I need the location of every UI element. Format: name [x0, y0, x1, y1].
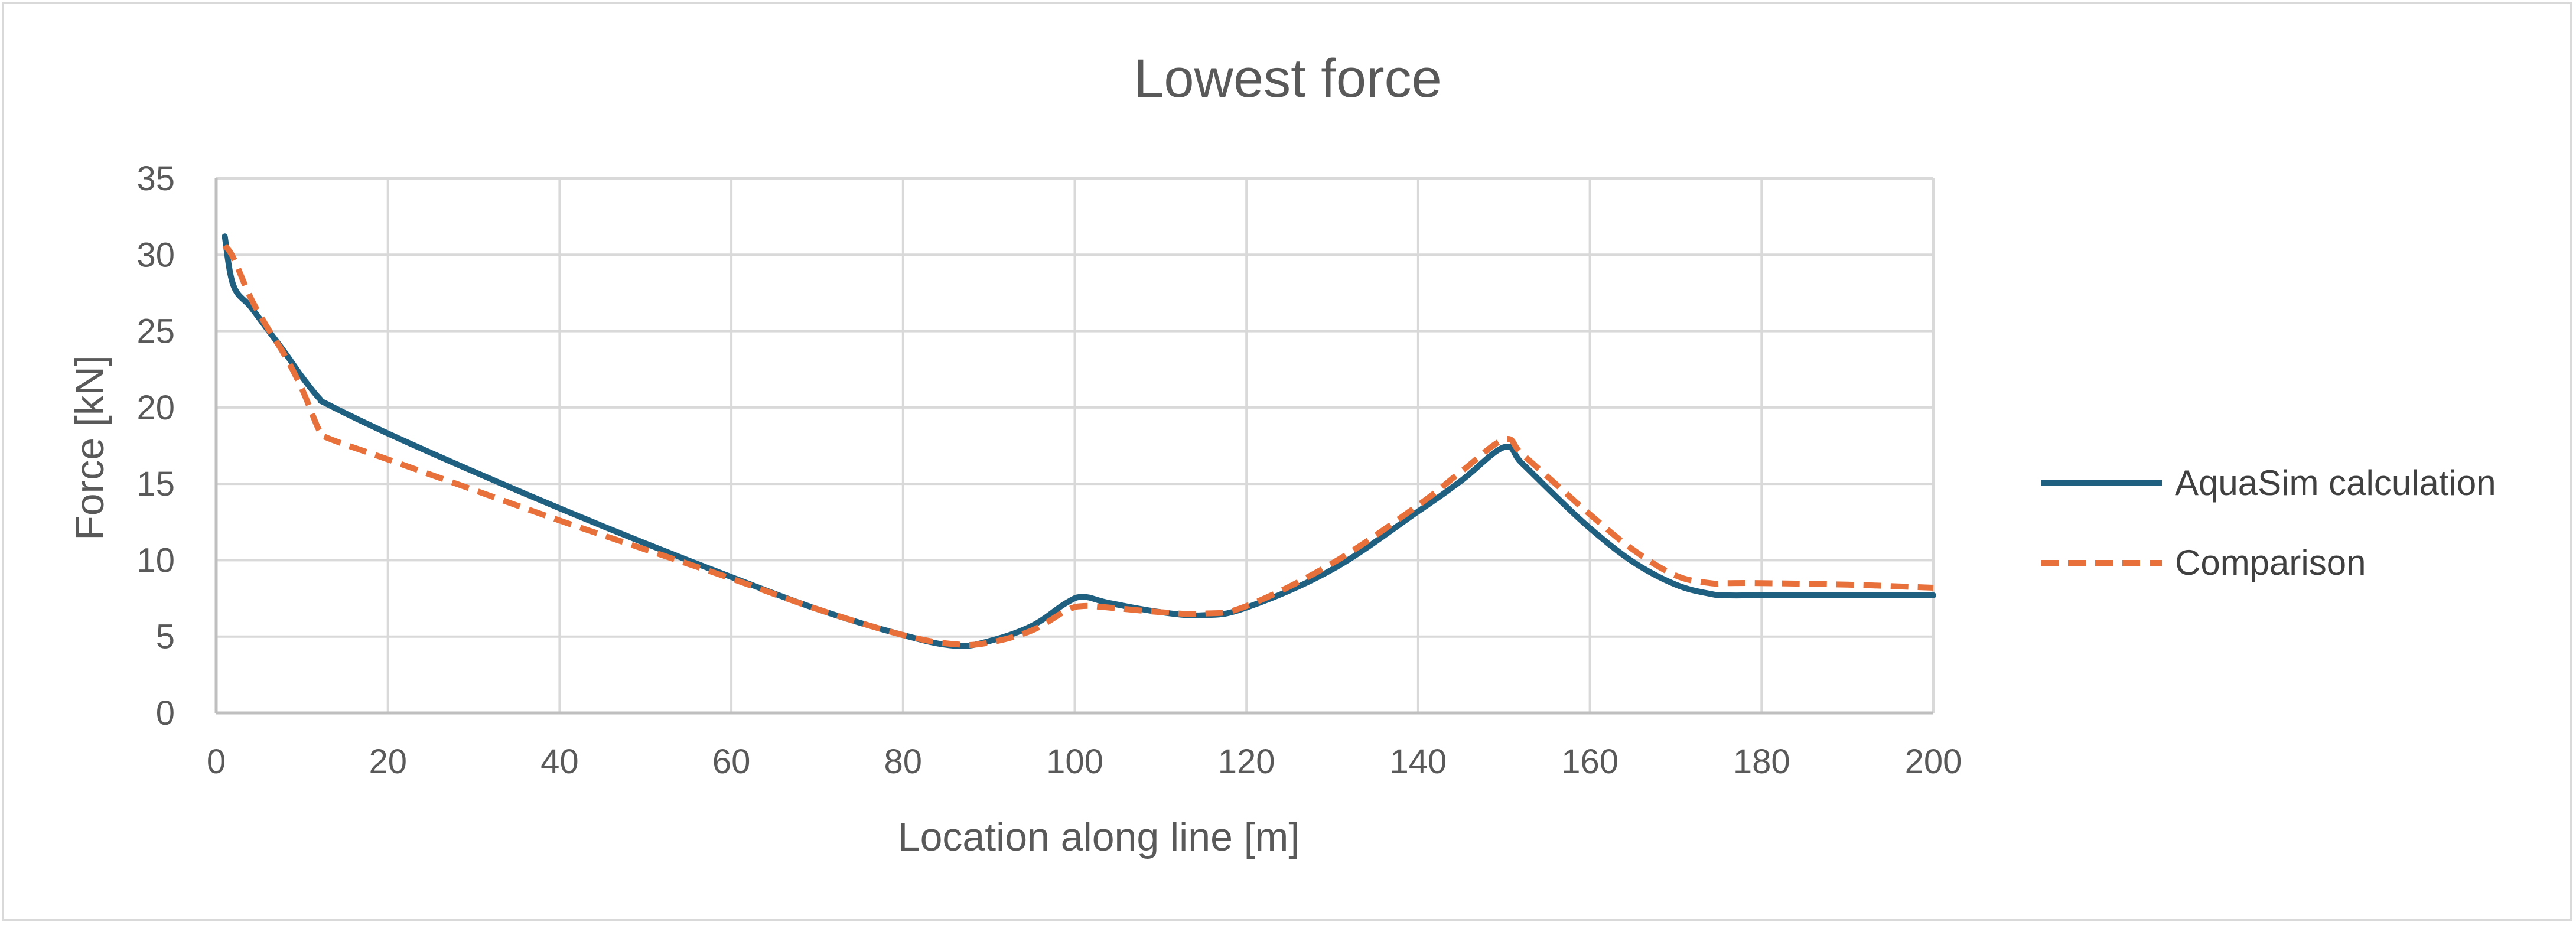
y-axis-title: Force [kN]	[67, 355, 112, 540]
x-tick-label: 40	[540, 742, 579, 781]
series	[222, 233, 1936, 649]
y-tick-label: 5	[156, 618, 175, 656]
y-tick-label: 20	[136, 389, 175, 427]
x-tick-label: 120	[1218, 742, 1275, 781]
y-tick-label: 0	[156, 694, 175, 732]
legend: AquaSim calculation Comparison	[2041, 463, 2496, 582]
y-tick-label: 15	[136, 465, 175, 503]
x-tick-label: 140	[1390, 742, 1447, 781]
x-tick-label: 0	[207, 742, 226, 781]
x-axis-title: Location along line [m]	[898, 815, 1300, 859]
y-tick-label: 35	[136, 159, 175, 198]
y-tick-label: 25	[136, 312, 175, 351]
series-line-aquasim	[222, 233, 1936, 649]
x-tick-label: 20	[369, 742, 407, 781]
x-tick-label: 160	[1561, 742, 1618, 781]
series-line-comparison	[222, 243, 1934, 648]
y-tick-label: 10	[136, 541, 175, 579]
legend-label-aquasim: AquaSim calculation	[2175, 463, 2496, 503]
y-tick-label: 30	[136, 236, 175, 274]
legend-label-comparison: Comparison	[2175, 543, 2366, 582]
x-tick-label: 60	[712, 742, 751, 781]
axes	[214, 178, 1933, 715]
x-tick-label: 200	[1905, 742, 1962, 781]
x-tick-label: 180	[1733, 742, 1790, 781]
chart-title: Lowest force	[1134, 48, 1442, 109]
x-tick-label: 100	[1046, 742, 1103, 781]
tick-labels: 0 5 10 15 20 25 30 35 0 20 40 60 80 100 120 140 160 180 20…	[136, 159, 1962, 781]
grid	[216, 177, 1935, 713]
x-tick-label: 80	[884, 742, 923, 781]
